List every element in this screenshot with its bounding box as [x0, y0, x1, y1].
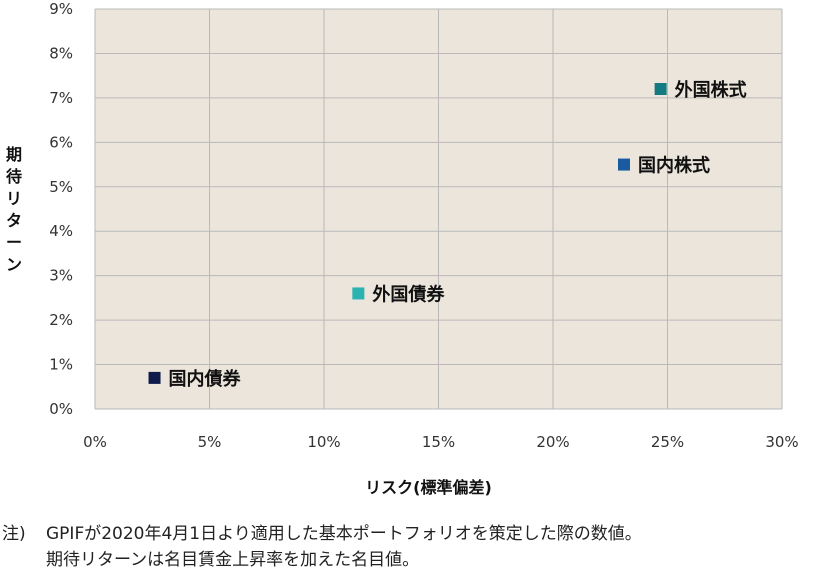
scatter-point: [617, 158, 630, 171]
gridlines: [94, 8, 783, 410]
footnote-line-1: 注) GPIFが2020年4月1日より適用した基本ポートフォリオを策定した際の数…: [2, 521, 642, 547]
x-tick-label: 15%: [422, 433, 455, 451]
x-axis-title: リスク(標準偏差): [365, 478, 492, 497]
point-label: 国内株式: [638, 155, 710, 177]
footnote: 注) GPIFが2020年4月1日より適用した基本ポートフォリオを策定した際の数…: [2, 521, 642, 573]
footnote-prefix: 注): [2, 524, 26, 544]
y-tick-label: 4%: [49, 222, 73, 240]
data-points: 国内債券 外国債券 国内株式 外国株式: [148, 79, 747, 390]
scatter-point: [654, 83, 667, 95]
y-tick-label: 7%: [49, 89, 73, 107]
y-tick-label: 3%: [49, 267, 73, 285]
point-label: 国内債券: [169, 368, 242, 390]
x-tick-label: 5%: [198, 433, 222, 451]
y-tick-label: 2%: [49, 311, 73, 329]
x-tick-labels: 0% 5% 10% 15% 20% 25% 30%: [83, 433, 799, 451]
scatter-point: [148, 371, 161, 384]
y-tick-label: 0%: [49, 400, 73, 418]
scatter-point: [352, 287, 365, 300]
x-tick-label: 0%: [83, 433, 107, 451]
scatter-chart: 0% 1% 2% 3% 4% 5% 6% 7% 8% 9% 0% 5% 10% 15% 20% 25% 30%…: [6, 0, 799, 497]
y-tick-label: 5%: [49, 178, 73, 196]
y-tick-labels: 0% 1% 2% 3% 4% 5% 6% 7% 8% 9%: [49, 0, 73, 418]
y-axis-title: 期待リターン: [6, 145, 22, 274]
x-tick-label: 25%: [651, 433, 684, 451]
y-tick-label: 9%: [49, 0, 73, 18]
y-tick-label: 6%: [49, 133, 73, 151]
point-label: 外国債券: [372, 283, 445, 305]
footnote-text-2: 期待リターンは名目賃金上昇率を加えた名目値。: [46, 550, 420, 570]
y-tick-label: 1%: [49, 356, 73, 374]
footnote-line-2: 期待リターンは名目賃金上昇率を加えた名目値。: [2, 547, 642, 573]
x-tick-label: 10%: [307, 433, 340, 451]
footnote-text-1: GPIFが2020年4月1日より適用した基本ポートフォリオを策定した際の数値。: [46, 524, 642, 544]
y-tick-label: 8%: [49, 44, 73, 62]
point-label: 外国株式: [675, 79, 747, 101]
x-tick-label: 20%: [536, 433, 569, 451]
x-tick-label: 30%: [765, 433, 798, 451]
